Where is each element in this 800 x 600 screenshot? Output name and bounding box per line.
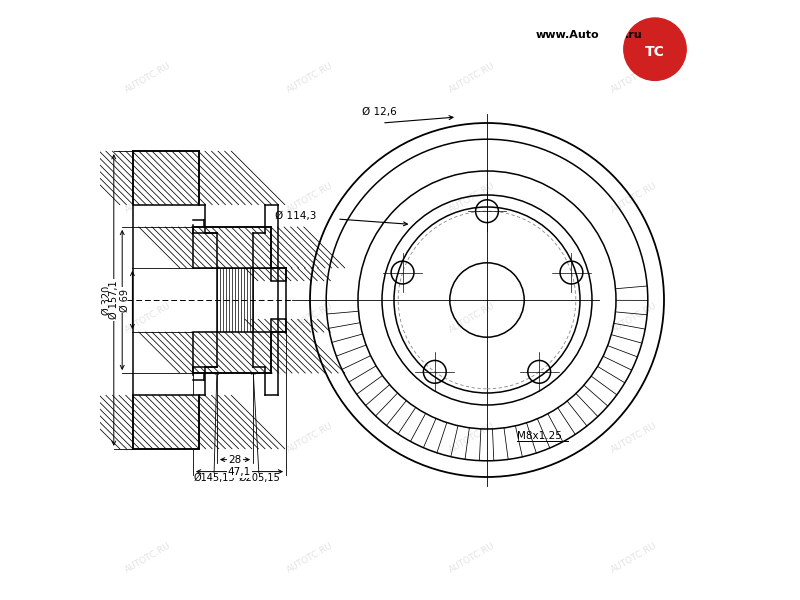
Text: AUTOTC.RU: AUTOTC.RU [286,61,334,95]
Circle shape [624,18,686,80]
Text: AUTOTC.RU: AUTOTC.RU [286,301,334,335]
Text: M8x1.25: M8x1.25 [517,431,562,441]
Text: Ø 320: Ø 320 [102,286,111,314]
Text: AUTOTC.RU: AUTOTC.RU [610,421,658,455]
Text: AUTOTC.RU: AUTOTC.RU [447,541,497,575]
Text: Ø 114,3: Ø 114,3 [274,211,316,221]
Text: AUTOTC.RU: AUTOTC.RU [447,181,497,215]
Text: Ø 157,1: Ø 157,1 [110,281,119,319]
Text: AUTOTC.RU: AUTOTC.RU [123,61,173,95]
Text: 47,1: 47,1 [228,467,251,476]
Text: AUTOTC.RU: AUTOTC.RU [123,421,173,455]
Text: Ø 69: Ø 69 [120,289,130,311]
Text: AUTOTC.RU: AUTOTC.RU [447,421,497,455]
Text: AUTOTC.RU: AUTOTC.RU [286,541,334,575]
Text: AUTOTC.RU: AUTOTC.RU [610,61,658,95]
Bar [193,227,271,268]
Text: AUTOTC.RU: AUTOTC.RU [286,421,334,455]
Bar [271,319,286,332]
Text: TC: TC [645,45,665,59]
Bar [133,395,199,449]
Text: www.Auto: www.Auto [535,30,599,40]
Text: AUTOTC.RU: AUTOTC.RU [610,181,658,215]
Text: .ru: .ru [625,30,642,40]
Text: AUTOTC.RU: AUTOTC.RU [123,301,173,335]
Text: 28: 28 [228,455,242,464]
Text: AUTOTC.RU: AUTOTC.RU [610,541,658,575]
Bar [271,268,286,281]
Text: AUTOTC.RU: AUTOTC.RU [123,541,173,575]
Text: AUTOTC.RU: AUTOTC.RU [123,181,173,215]
Text: AUTOTC.RU: AUTOTC.RU [447,301,497,335]
Text: Ø205,15: Ø205,15 [238,473,280,483]
Text: Ø 12,6: Ø 12,6 [362,107,396,117]
Text: AUTOTC.RU: AUTOTC.RU [610,301,658,335]
Bar [133,151,199,205]
Text: AUTOTC.RU: AUTOTC.RU [286,181,334,215]
Bar [193,332,271,373]
Text: AUTOTC.RU: AUTOTC.RU [447,61,497,95]
Text: Ø145,15: Ø145,15 [193,473,235,483]
